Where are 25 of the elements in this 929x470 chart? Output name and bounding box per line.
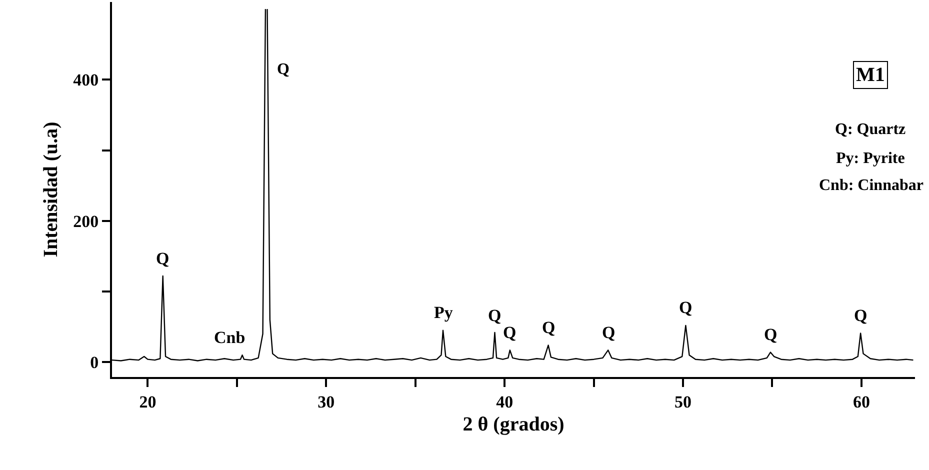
annotation: Q (156, 249, 170, 268)
annotation: Q (602, 323, 616, 342)
annotation: Q (277, 61, 290, 78)
annotation: Cnb: Cinnabar (819, 177, 924, 194)
annotation: M1 (856, 64, 885, 86)
x-axis-title: 2 θ (grados) (462, 413, 564, 436)
annotation: Py (434, 303, 454, 322)
x-tick-label: 30 (318, 392, 335, 412)
annotation: Q: Quartz (835, 121, 906, 138)
annotation: Cnb (214, 328, 246, 347)
annotation: Q (764, 325, 778, 344)
y-axis-title: Intensidad (u.a) (40, 122, 62, 258)
x-tick-label: 20 (139, 392, 156, 412)
annotation: Q (542, 318, 556, 337)
y-tick-label: 400 (73, 70, 99, 90)
annotation: Py: Pyrite (836, 150, 905, 167)
annotation: Q (503, 323, 516, 342)
x-tick-label: 50 (674, 392, 692, 412)
annotation: Q (679, 298, 692, 317)
annotation: Q (854, 306, 868, 325)
x-tick-label: 60 (852, 392, 870, 412)
y-tick-label: 0 (90, 353, 99, 372)
x-tick-label: 40 (496, 392, 514, 412)
y-tick-label: 200 (73, 212, 99, 231)
annotation: Q (488, 306, 502, 325)
